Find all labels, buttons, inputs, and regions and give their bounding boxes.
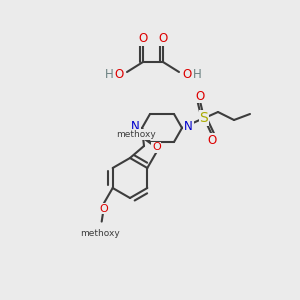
Text: methoxy: methoxy (116, 130, 156, 139)
Text: H: H (193, 68, 201, 82)
Text: O: O (158, 32, 168, 46)
Text: methoxy: methoxy (80, 229, 120, 238)
Text: N: N (184, 121, 193, 134)
Text: O: O (207, 134, 217, 146)
Text: O: O (138, 32, 148, 46)
Text: O: O (152, 142, 161, 152)
Text: O: O (99, 204, 108, 214)
Text: N: N (131, 121, 140, 134)
Text: O: O (114, 68, 124, 82)
Text: O: O (182, 68, 192, 82)
Text: S: S (200, 111, 208, 125)
Text: H: H (105, 68, 113, 82)
Text: O: O (195, 89, 205, 103)
